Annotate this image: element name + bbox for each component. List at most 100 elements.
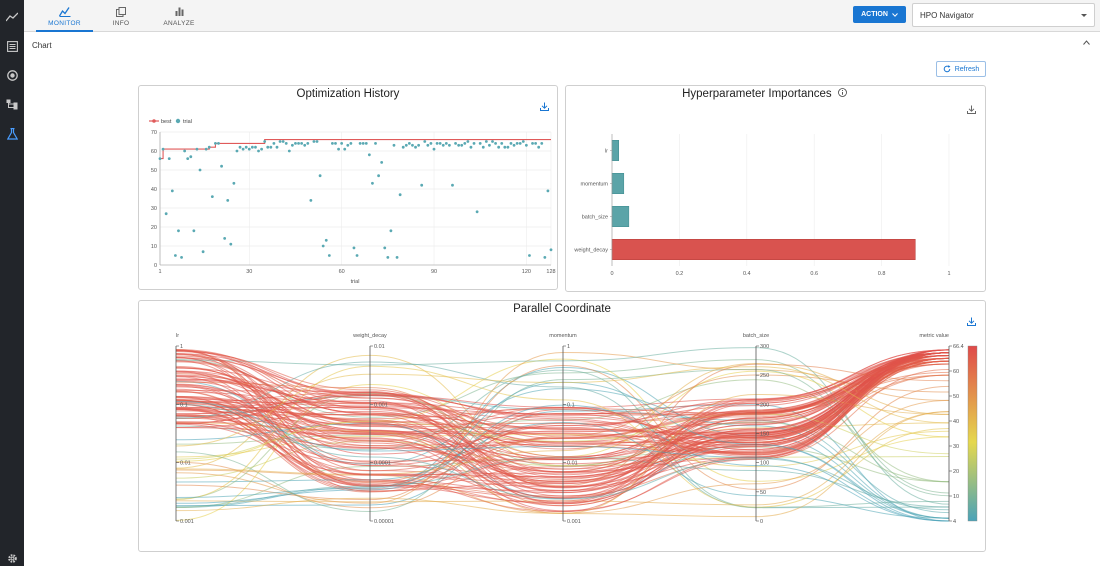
tab-monitor[interactable]: MONITOR <box>36 0 93 32</box>
trial-point <box>411 143 414 147</box>
parallel-axis-name: metric value <box>919 333 949 339</box>
list-icon[interactable] <box>4 38 20 54</box>
info-icon[interactable] <box>837 88 847 97</box>
trial-point <box>398 193 402 197</box>
x-tick-label: 60 <box>339 269 345 275</box>
trial-point <box>297 142 300 145</box>
trial-point <box>531 142 534 145</box>
gear-icon[interactable] <box>4 550 20 566</box>
hierarchy-icon[interactable] <box>4 96 20 112</box>
parallel-axis-name: momentum <box>549 333 577 339</box>
trial-point <box>512 143 516 147</box>
parallel-tick-label: 0.01 <box>374 344 385 350</box>
trial-point <box>377 174 380 178</box>
trial-point <box>217 142 220 145</box>
parallel-tick-label: 10 <box>953 494 959 500</box>
trial-point <box>281 140 285 143</box>
trial-point <box>324 238 328 242</box>
x-axis-label: trial <box>351 279 360 285</box>
y-tick-label: 0 <box>154 263 157 269</box>
legend-trial-label: trial <box>183 119 192 125</box>
trial-point <box>491 140 494 143</box>
trial-point <box>367 153 371 157</box>
trial-point <box>204 147 208 151</box>
trending-up-icon[interactable] <box>4 9 20 25</box>
parallel-coordinate-title: Parallel Coordinate <box>513 303 611 315</box>
trial-point <box>423 140 427 143</box>
chevron-up-icon[interactable] <box>1083 40 1090 45</box>
action-button[interactable]: ACTION <box>853 6 906 23</box>
parallel-axis-name: batch_size <box>743 333 769 339</box>
trial-point <box>260 147 263 151</box>
x-tick-label: 1 <box>158 269 161 275</box>
download-icon[interactable] <box>967 317 976 326</box>
parallel-tick-label: 0.00001 <box>374 519 394 525</box>
trial-point <box>294 142 297 145</box>
legend-trial-marker <box>175 118 181 124</box>
importances-title: Hyperparameter Importances <box>682 88 832 100</box>
download-icon[interactable] <box>540 102 549 111</box>
trial-point <box>500 142 504 145</box>
trial-point <box>435 142 439 145</box>
trial-point <box>457 143 461 147</box>
parallel-tick-label: 0 <box>760 519 763 525</box>
download-icon[interactable] <box>967 105 976 114</box>
trial-point <box>494 142 497 145</box>
trial-point <box>463 142 467 145</box>
trial-point <box>183 149 187 153</box>
trial-point <box>195 147 199 151</box>
trial-point <box>346 143 350 147</box>
x-tick-label: 0 <box>610 271 613 277</box>
x-tick-label: 128 <box>546 269 555 275</box>
trial-point <box>207 145 211 149</box>
y-tick-label: 70 <box>151 130 157 136</box>
hpo-navigator-select[interactable]: HPO Navigator <box>912 3 1095 27</box>
tab-analyze[interactable]: ANALYZE <box>161 0 197 32</box>
x-tick-label: 0.4 <box>743 271 751 277</box>
trial-point <box>361 142 365 145</box>
trial-point <box>404 143 408 147</box>
trial-point <box>438 142 442 145</box>
y-tick-label: momentum <box>580 182 608 188</box>
y-tick-label: lr <box>605 149 608 155</box>
parallel-coordinate-plot: lr10.10.010.001weight_decay0.010.0010.00… <box>175 333 978 525</box>
trial-point <box>401 145 405 149</box>
trial-point <box>395 256 399 259</box>
trial-point <box>503 145 507 149</box>
legend-best-label: best <box>161 119 172 125</box>
x-tick-label: 0.2 <box>676 271 684 277</box>
flask-icon[interactable] <box>4 126 20 142</box>
action-label: ACTION <box>861 11 888 18</box>
trial-point <box>380 161 384 164</box>
tab-info[interactable]: INFO <box>106 0 136 32</box>
trial-polyline <box>175 349 950 451</box>
trial-point <box>355 254 359 257</box>
refresh-button[interactable]: Refresh <box>936 61 986 77</box>
parallel-tick-label: 0.01 <box>567 461 578 467</box>
y-tick-label: batch_size <box>582 215 608 221</box>
optimization-history-card: Optimization History 0 10 20 30 40 50 60 70 1 30 6… <box>138 85 558 290</box>
trial-point <box>478 142 482 145</box>
trial-point <box>290 143 294 147</box>
parallel-tick-label: 0.01 <box>180 461 191 467</box>
trial-point <box>321 244 325 248</box>
trial-polyline <box>175 352 950 492</box>
trial-polyline <box>175 430 950 468</box>
trial-point <box>537 145 541 149</box>
trial-point <box>241 147 245 151</box>
trial-point <box>269 145 273 149</box>
trial-point <box>318 174 322 178</box>
parallel-axis-name: lr <box>176 333 179 339</box>
trial-point <box>247 147 251 151</box>
trial-point <box>448 143 451 147</box>
trial-point <box>161 147 165 151</box>
parallel-tick-label: 66.4 <box>953 344 964 350</box>
trial-point <box>226 199 230 202</box>
x-tick-label: 1 <box>947 271 950 277</box>
record-icon[interactable] <box>4 67 20 83</box>
trial-point <box>331 142 334 145</box>
trial-point <box>312 140 316 143</box>
parallel-tick-label: 150 <box>760 432 769 438</box>
chart-section-header[interactable]: Chart <box>24 36 1100 54</box>
